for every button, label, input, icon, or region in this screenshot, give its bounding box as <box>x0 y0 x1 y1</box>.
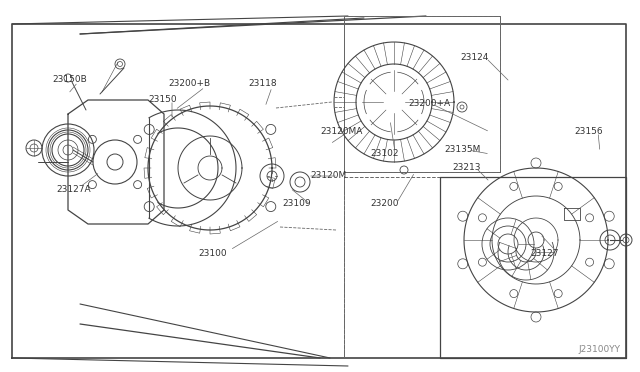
Text: 23150: 23150 <box>148 96 177 105</box>
Text: 23200+B: 23200+B <box>168 80 210 89</box>
Text: 23118: 23118 <box>248 80 276 89</box>
Text: J23100YY: J23100YY <box>578 345 620 354</box>
Text: 23102: 23102 <box>370 150 399 158</box>
Text: 23120MA: 23120MA <box>320 128 362 137</box>
Text: 23100: 23100 <box>198 250 227 259</box>
Text: 23135M: 23135M <box>444 145 481 154</box>
Text: 23120M: 23120M <box>310 171 346 180</box>
Text: 23109: 23109 <box>282 199 310 208</box>
Text: 23156: 23156 <box>574 128 603 137</box>
Text: 23127: 23127 <box>530 250 559 259</box>
Text: 23150B: 23150B <box>52 76 87 84</box>
Text: 23127A: 23127A <box>56 186 91 195</box>
Text: 23124: 23124 <box>460 54 488 62</box>
Text: 23213: 23213 <box>452 164 481 173</box>
Text: 23200+A: 23200+A <box>408 99 450 109</box>
Text: 23200: 23200 <box>370 199 399 208</box>
